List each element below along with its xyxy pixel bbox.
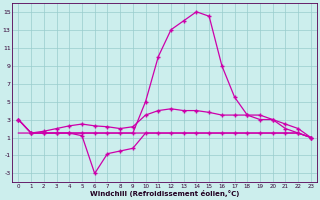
X-axis label: Windchill (Refroidissement éolien,°C): Windchill (Refroidissement éolien,°C) [90, 190, 239, 197]
